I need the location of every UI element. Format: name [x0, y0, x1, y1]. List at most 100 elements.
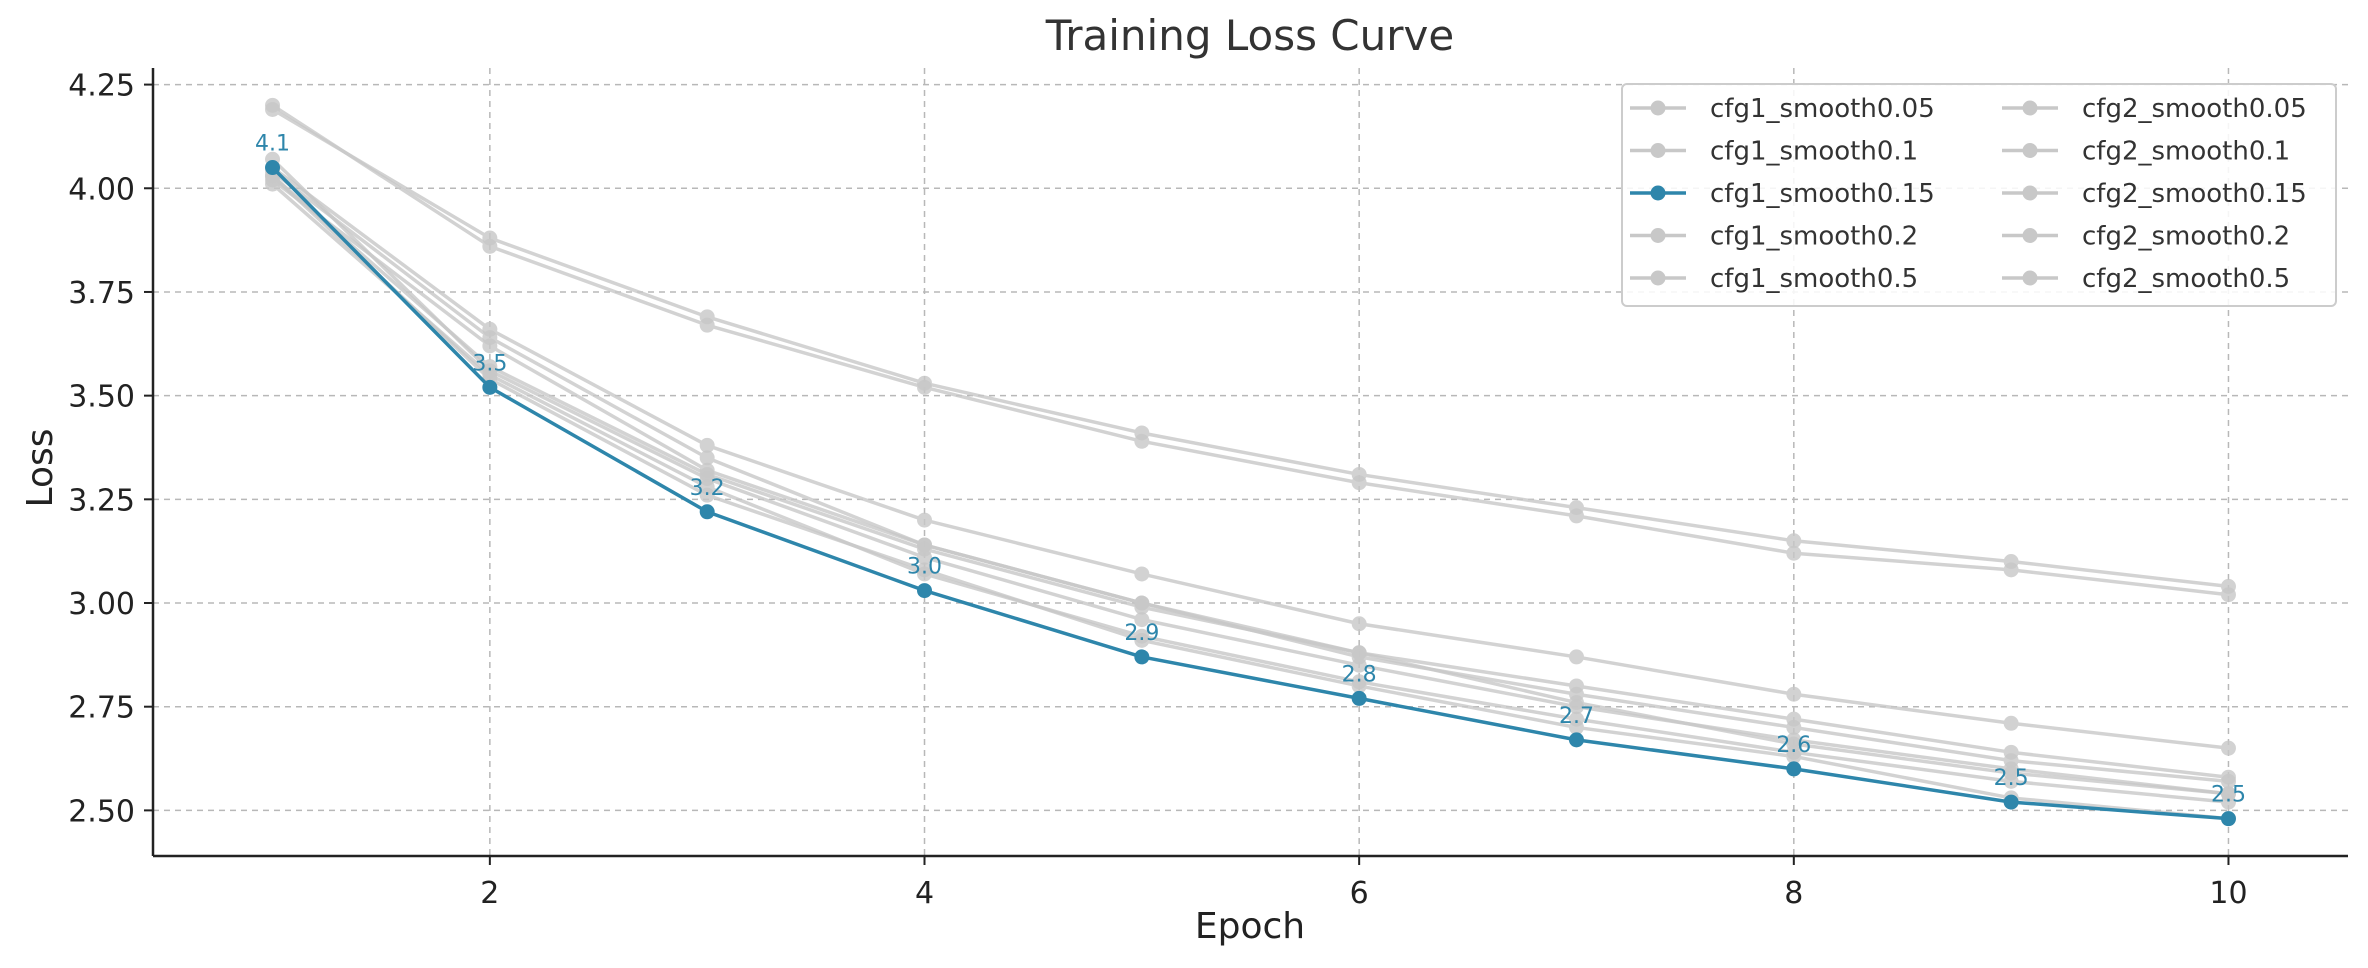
series-cfg2-smooth0-1 [265, 101, 2236, 594]
axes [151, 68, 2348, 858]
data-point-cfg2-smooth0-2 [1786, 711, 1802, 727]
data-point-cfg2-smooth0-5 [917, 541, 933, 557]
data-point-cfg2-smooth0-15 [2220, 740, 2236, 756]
data-point-cfg2-smooth0-1 [265, 101, 281, 117]
data-point-cfg1-smooth0-15 [1568, 732, 1584, 748]
legend-label: cfg2_smooth0.1 [2082, 137, 2290, 167]
series-line-cfg1-smooth0-2 [271, 174, 2229, 821]
x-tick-label: 6 [1350, 876, 1369, 911]
data-point-cfg1-smooth0-15 [699, 504, 715, 520]
legend-item-cfg2-smooth0-15: cfg2_smooth0.15 [2002, 179, 2307, 209]
data-point-cfg2-smooth0-5 [2220, 786, 2236, 802]
data-point-cfg1-smooth0-05 [1134, 612, 1150, 628]
data-point-cfg1-smooth0-2 [1351, 678, 1367, 694]
y-tick-label: 3.00 [68, 587, 135, 622]
x-axis-label: Epoch [1195, 906, 1305, 947]
data-label: 3.5 [472, 351, 507, 376]
data-point-cfg2-smooth0-5 [1568, 695, 1584, 711]
data-point-cfg1-smooth0-2 [1786, 748, 1802, 764]
y-tick-label: 3.75 [68, 276, 135, 311]
legend-item-cfg2-smooth0-5: cfg2_smooth0.5 [2002, 264, 2290, 294]
legend-item-cfg1-smooth0-1: cfg1_smooth0.1 [1630, 137, 1918, 167]
data-label: 2.8 [1342, 662, 1377, 687]
data-point-cfg2-smooth0-15 [1786, 686, 1802, 702]
series-cfg2-smooth0-15 [265, 160, 2236, 756]
x-tick-label: 10 [2209, 876, 2247, 911]
data-point-cfg2-smooth0-1 [699, 309, 715, 325]
series-line-cfg2-smooth0-1 [271, 107, 2229, 589]
y-tick-label: 3.50 [68, 380, 135, 415]
data-point-cfg1-smooth0-15 [1351, 690, 1367, 706]
data-point-cfg2-smooth0-2 [2003, 744, 2019, 760]
data-point-cfg2-smooth0-1 [2220, 578, 2236, 594]
y-tick-label: 2.50 [68, 794, 135, 829]
series-cfg1-smooth0-15 [265, 160, 2236, 827]
legend-label: cfg1_smooth0.5 [1710, 264, 1918, 294]
data-point-cfg2-smooth0-5 [1351, 645, 1367, 661]
series-line-cfg1-smooth0-05 [271, 157, 2229, 796]
data-label: 2.6 [1776, 733, 1811, 758]
legend-swatch-marker [2022, 143, 2038, 158]
series-line-cfg2-smooth0-15 [271, 166, 2229, 750]
series-line-cfg2-smooth0-2 [271, 170, 2229, 779]
data-point-cfg2-smooth0-15 [2003, 715, 2019, 731]
legend-swatch-marker [1650, 100, 1666, 116]
legend-swatch-marker [1650, 143, 1666, 158]
legend-item-cfg2-smooth0-05: cfg2_smooth0.05 [2002, 94, 2307, 124]
legend-label: cfg1_smooth0.15 [1710, 179, 1935, 209]
y-tick-label: 4.00 [68, 172, 135, 207]
muted-series-group [265, 97, 2236, 827]
data-point-cfg1-smooth0-5 [1786, 545, 1802, 561]
data-point-cfg2-smooth0-1 [1786, 533, 1802, 549]
data-label: 2.7 [1559, 704, 1594, 729]
data-point-cfg1-smooth0-15 [482, 379, 498, 395]
y-tick-label: 4.25 [68, 69, 135, 104]
data-point-cfg2-smooth0-2 [699, 450, 715, 466]
data-point-cfg2-smooth0-15 [699, 437, 715, 453]
data-point-cfg1-smooth0-15 [2003, 794, 2019, 810]
data-point-cfg2-smooth0-1 [2003, 554, 2019, 570]
data-point-cfg2-smooth0-1 [917, 375, 933, 391]
legend-swatch-marker [2022, 185, 2038, 201]
data-point-cfg2-smooth0-2 [482, 330, 498, 346]
y-axis-label: Loss [20, 429, 61, 508]
series-line-cfg1-smooth0-15 [271, 166, 2229, 821]
legend-label: cfg2_smooth0.2 [2082, 222, 2290, 252]
y-tick-label: 3.25 [68, 483, 135, 518]
legend-label: cfg1_smooth0.2 [1710, 222, 1918, 252]
legend-swatch-marker [1650, 228, 1666, 243]
legend-swatch-marker [2022, 100, 2038, 116]
data-label: 3.2 [690, 476, 725, 501]
data-point-cfg1-smooth0-2 [1568, 719, 1584, 735]
data-label: 3.0 [907, 555, 942, 580]
data-label: 2.5 [2211, 783, 2246, 808]
data-labels-group: 4.1 3.5 3.2 3.0 2.9 2.8 2.7 2.6 2.5 2.5 [255, 132, 2246, 808]
data-point-cfg2-smooth0-15 [1351, 616, 1367, 632]
highlight-series-group [265, 160, 2236, 827]
data-point-cfg1-smooth0-15 [265, 160, 281, 176]
series-line-cfg1-smooth0-5 [271, 103, 2229, 597]
legend-frame [1621, 83, 2337, 307]
x-tick-label: 4 [915, 876, 934, 911]
data-point-cfg2-smooth0-5 [482, 359, 498, 375]
series-line-cfg1-smooth0-1 [271, 182, 2229, 804]
data-point-cfg1-smooth0-2 [699, 487, 715, 503]
data-point-cfg2-smooth0-5 [1786, 736, 1802, 752]
x-tick-label: 2 [480, 876, 499, 911]
data-point-cfg2-smooth0-1 [482, 230, 498, 246]
legend-label: cfg2_smooth0.5 [2082, 264, 2290, 294]
legend-swatch-marker [2022, 228, 2038, 243]
data-point-cfg1-smooth0-2 [917, 562, 933, 578]
data-point-cfg2-smooth0-2 [1568, 678, 1584, 694]
legend: cfg1_smooth0.05 cfg1_smooth0.1 cfg1_smooth… [1621, 83, 2337, 307]
legend-item-cfg2-smooth0-2: cfg2_smooth0.2 [2002, 222, 2290, 252]
data-label: 4.1 [255, 132, 290, 157]
legend-label: cfg2_smooth0.05 [2082, 94, 2307, 124]
data-label: 2.5 [1994, 766, 2029, 791]
legend-label: cfg2_smooth0.15 [2082, 179, 2307, 209]
legend-label: cfg1_smooth0.1 [1710, 137, 1918, 167]
data-point-cfg2-smooth0-2 [2220, 769, 2236, 785]
legend-item-cfg1-smooth0-2: cfg1_smooth0.2 [1630, 222, 1918, 252]
y-tick-label: 2.75 [68, 691, 135, 726]
